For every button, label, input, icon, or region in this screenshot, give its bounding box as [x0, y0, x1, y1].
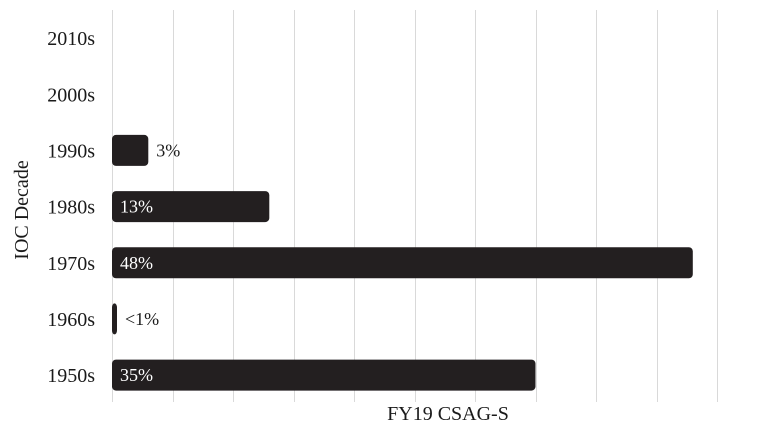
bar [112, 134, 149, 166]
grid-lines [112, 10, 718, 402]
data-label: <1% [125, 309, 159, 329]
bar [112, 359, 536, 391]
data-label: 35% [120, 365, 153, 385]
bar [112, 303, 117, 335]
data-label: 13% [120, 197, 153, 217]
y-tick-label: 1970s [47, 253, 95, 275]
x-axis-title: FY19 CSAG-S [387, 403, 509, 425]
y-tick-label: 1950s [47, 365, 95, 387]
y-tick-label: 1980s [47, 197, 95, 219]
y-tick-label: 1960s [47, 309, 95, 331]
data-labels: 3% 13% 48% <1% 35% [120, 140, 180, 385]
y-tick-label: 2000s [47, 84, 95, 106]
data-label: 48% [120, 253, 153, 273]
y-tick-labels: 2010s 2000s 1990s 1980s 1970s 1960s 1950s [47, 28, 95, 387]
bar [112, 191, 270, 223]
y-tick-label: 1990s [47, 140, 95, 162]
y-axis-title: IOC Decade [11, 160, 33, 260]
data-label: 3% [156, 140, 180, 160]
bars [112, 134, 693, 391]
y-tick-label: 2010s [47, 28, 95, 50]
bar [112, 247, 693, 279]
